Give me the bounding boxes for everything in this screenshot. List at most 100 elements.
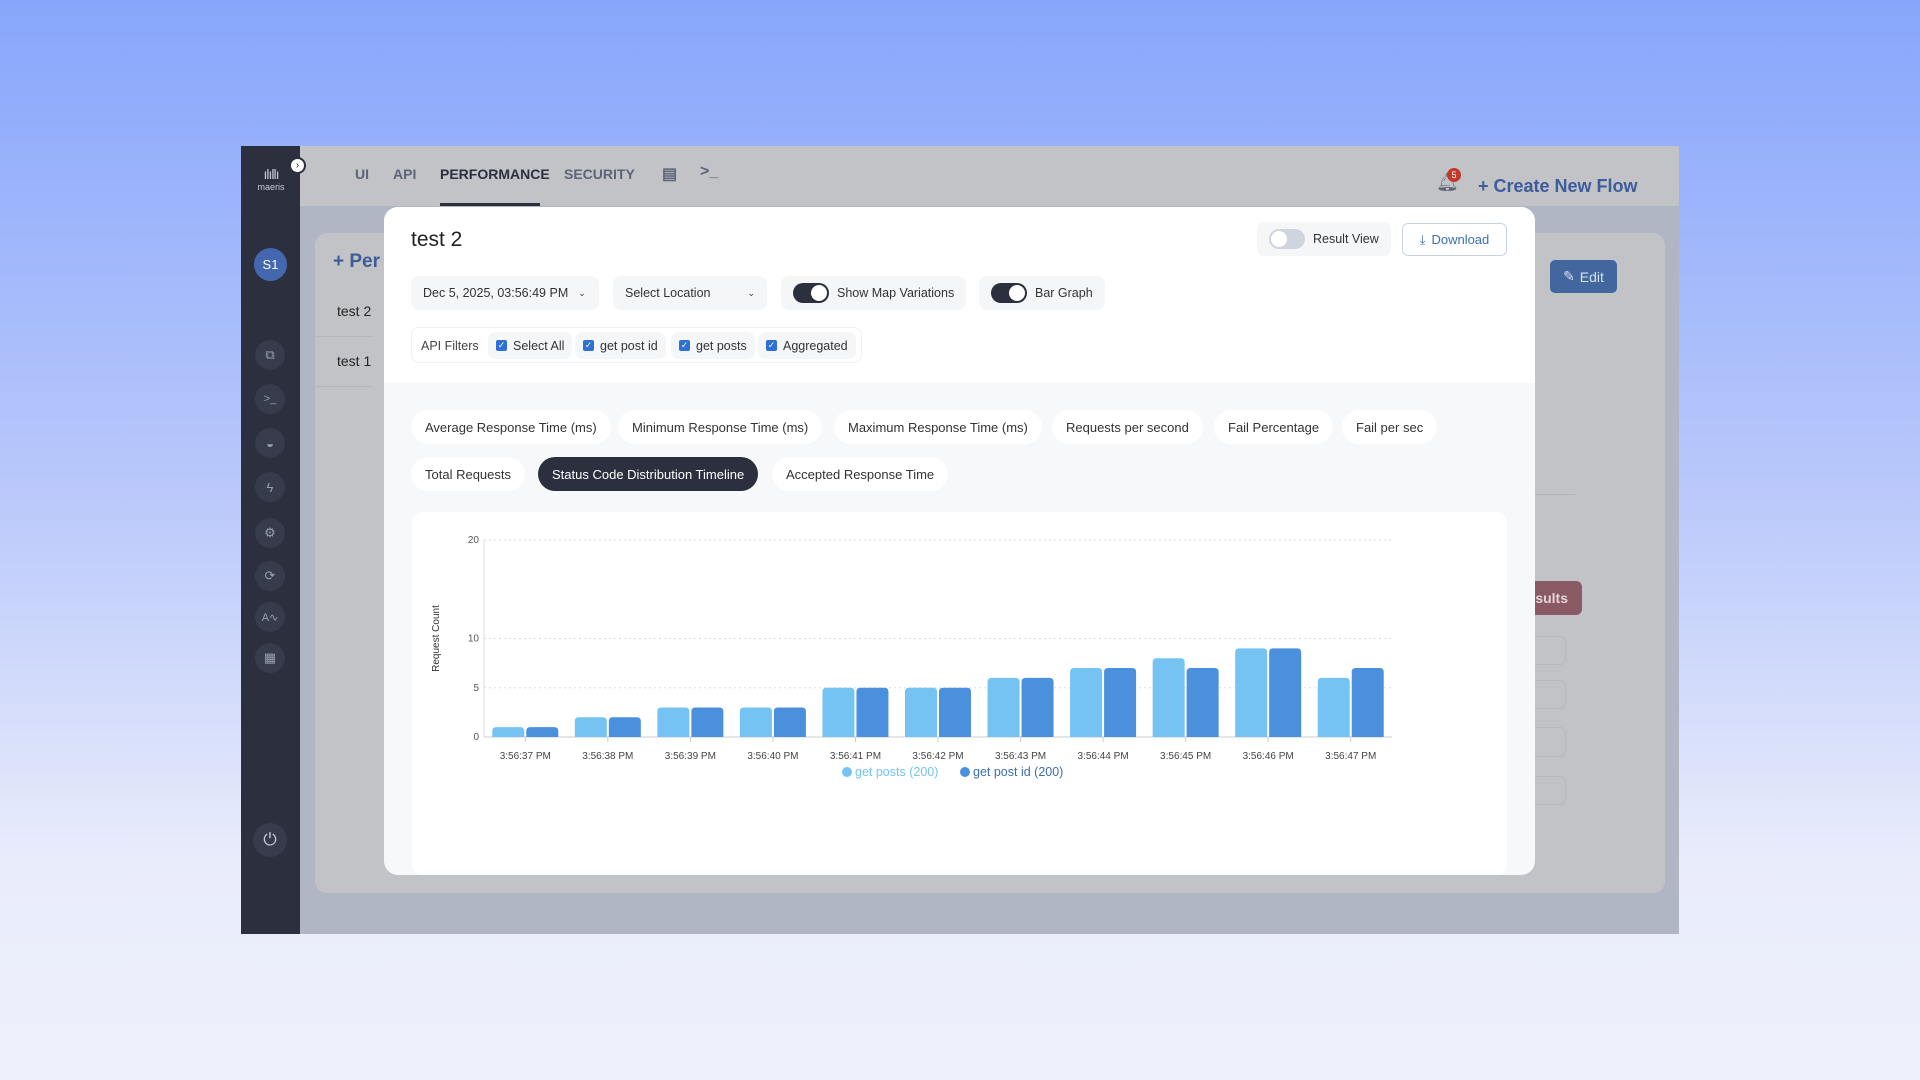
test-list-item[interactable]: test 2: [315, 287, 373, 337]
bar: [1351, 668, 1384, 737]
date-dropdown[interactable]: Dec 5, 2025, 03:56:49 PM ⌄: [411, 276, 599, 310]
bar: [1317, 677, 1350, 737]
x-tick-label: 3:56:39 PM: [665, 751, 716, 762]
hierarchy-icon[interactable]: ⧉: [255, 340, 285, 370]
bar: [1152, 658, 1185, 737]
test-name: test 2: [337, 303, 372, 319]
bar: [1186, 668, 1219, 737]
test-list-item[interactable]: test 1: [315, 337, 373, 387]
metric-chip[interactable]: Minimum Response Time (ms): [618, 410, 823, 444]
download-icon: ⤓: [1419, 231, 1426, 247]
filter-aggregated[interactable]: ✓ Aggregated: [758, 332, 856, 359]
bar-chart: 0 5 10 20 Request Count 3:56:37 PM 3:56:38 PM 3…: [431, 535, 1392, 779]
x-tick-label: 3:56:38 PM: [582, 751, 633, 762]
signature-icon[interactable]: A∿: [255, 602, 285, 632]
bar: [657, 707, 690, 737]
checkbox-checked-icon: ✓: [496, 340, 507, 351]
terminal-icon[interactable]: >_: [700, 163, 719, 180]
x-tick-label: 3:56:45 PM: [1160, 751, 1211, 762]
result-view-label: Result View: [1313, 232, 1379, 246]
api-filters-label: API Filters: [421, 339, 479, 353]
checkbox-checked-icon: ✓: [679, 340, 690, 351]
bar: [1070, 668, 1103, 737]
x-tick-label: 3:56:47 PM: [1325, 751, 1376, 762]
edit-button[interactable]: ✎ Edit: [1550, 260, 1617, 293]
metric-chip-active[interactable]: Status Code Distribution Timeline: [538, 457, 759, 491]
x-tick-label: 3:56:42 PM: [912, 751, 963, 762]
bar-graph-toggle[interactable]: Bar Graph: [979, 276, 1105, 310]
x-tick-label: 3:56:41 PM: [830, 751, 881, 762]
result-view-toggle[interactable]: Result View: [1257, 222, 1391, 256]
terminal-icon[interactable]: >_: [255, 384, 285, 414]
show-map-variations-toggle[interactable]: Show Map Variations: [781, 276, 967, 310]
bar: [822, 687, 855, 737]
refresh-icon[interactable]: ⟳: [255, 561, 285, 591]
legend-label: get post id (200): [973, 765, 1063, 779]
bar: [739, 707, 772, 737]
lightning-icon[interactable]: ϟ: [255, 472, 285, 502]
metric-chip[interactable]: Total Requests: [411, 457, 525, 491]
tab-security[interactable]: SECURITY: [564, 166, 635, 182]
toggle-switch[interactable]: [793, 283, 829, 303]
metric-chip[interactable]: Requests per second: [1052, 410, 1203, 444]
tab-ui[interactable]: UI: [355, 166, 369, 182]
date-value: Dec 5, 2025, 03:56:49 PM: [423, 286, 569, 300]
checkbox-checked-icon: ✓: [766, 340, 777, 351]
metric-chip[interactable]: Maximum Response Time (ms): [834, 410, 1042, 444]
toggle-label: Bar Graph: [1035, 286, 1093, 300]
bar: [905, 687, 937, 737]
top-nav: UI API PERFORMANCE SECURITY ▤ >_ 🔔︎ 5 + …: [300, 146, 1679, 206]
bar: [987, 677, 1020, 737]
bar: [574, 717, 607, 737]
bar: [856, 687, 889, 737]
api-filters: API Filters ✓ Select All ✓ get post id ✓ ge…: [411, 327, 862, 363]
expand-sidebar-button[interactable]: ›: [289, 157, 306, 174]
chevron-down-icon: ⌄: [578, 287, 586, 298]
graduation-cap-icon[interactable]: ◒: [255, 428, 285, 458]
legend-label: get posts (200): [855, 765, 938, 779]
gear-icon[interactable]: ⚙: [255, 518, 285, 548]
pencil-icon: ✎: [1563, 268, 1575, 284]
filter-select-all[interactable]: ✓ Select All: [488, 332, 573, 359]
toggle-label: Show Map Variations: [837, 286, 955, 300]
power-icon[interactable]: ⏻: [253, 823, 287, 857]
toggle-switch[interactable]: [991, 283, 1027, 303]
chart-card: 0 5 10 20 Request Count 3:56:37 PM 3:56:38 PM 3…: [412, 512, 1507, 875]
sidebar: ılıllı maeris › S1 ⧉ >_ ◒ ϟ ⚙ ⟳ A∿ ▦ ⏻: [241, 146, 306, 934]
x-tick-label: 3:56:46 PM: [1243, 751, 1294, 762]
bar: [1235, 648, 1268, 737]
bar: [1104, 668, 1137, 737]
tab-api[interactable]: API: [393, 166, 417, 182]
bar: [691, 707, 724, 737]
metric-chip[interactable]: Accepted Response Time: [772, 457, 949, 491]
bar: [526, 727, 559, 737]
bar: [939, 687, 971, 737]
legend-marker: [842, 767, 852, 777]
x-tick-label: 3:56:43 PM: [995, 751, 1046, 762]
metric-chip[interactable]: Average Response Time (ms): [411, 410, 611, 444]
metric-chip[interactable]: Fail Percentage: [1214, 410, 1334, 444]
toggle-switch[interactable]: [1269, 229, 1305, 249]
y-tick-label: 20: [468, 535, 480, 546]
bar: [492, 727, 525, 737]
results-modal: test 2 Result View ⤓ Download Dec 5, 2025…: [384, 207, 1535, 875]
metric-chip[interactable]: Fail per sec: [1342, 410, 1438, 444]
avatar[interactable]: S1: [254, 248, 287, 281]
y-axis-label: Request Count: [431, 605, 442, 672]
document-icon[interactable]: ▤: [662, 166, 678, 183]
y-tick-label: 5: [473, 683, 479, 694]
tab-performance[interactable]: PERFORMANCE: [440, 166, 550, 182]
add-performance-button[interactable]: + Per: [333, 251, 381, 272]
download-button[interactable]: ⤓ Download: [1402, 223, 1507, 256]
edit-label: Edit: [1579, 268, 1604, 285]
filter-get-posts[interactable]: ✓ get posts: [671, 332, 755, 359]
modal-title: test 2: [411, 228, 463, 251]
x-tick-label: 3:56:37 PM: [500, 751, 551, 762]
filter-get-post-id[interactable]: ✓ get post id: [575, 332, 666, 359]
download-label: Download: [1431, 232, 1490, 247]
calendar-icon[interactable]: ▦: [255, 643, 285, 673]
create-new-flow-button[interactable]: + Create New Flow: [1478, 176, 1638, 196]
location-dropdown[interactable]: Select Location ⌄: [613, 276, 767, 310]
x-tick-label: 3:56:44 PM: [1078, 751, 1129, 762]
bar: [608, 717, 641, 737]
